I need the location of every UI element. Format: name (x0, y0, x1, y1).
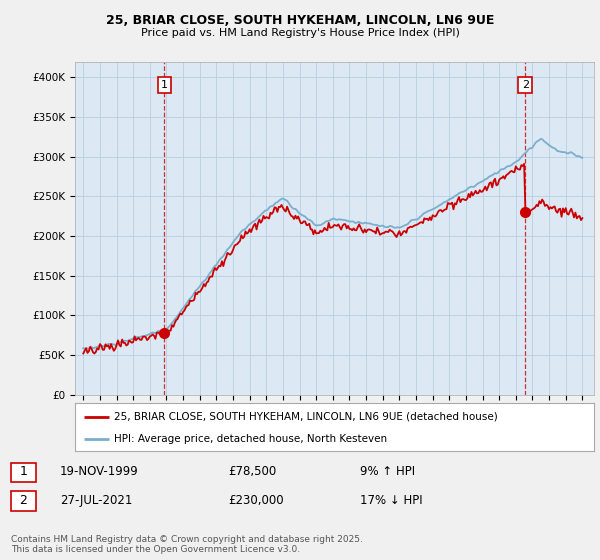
Text: HPI: Average price, detached house, North Kesteven: HPI: Average price, detached house, Nort… (114, 434, 387, 444)
Text: £230,000: £230,000 (228, 493, 284, 507)
Text: 25, BRIAR CLOSE, SOUTH HYKEHAM, LINCOLN, LN6 9UE: 25, BRIAR CLOSE, SOUTH HYKEHAM, LINCOLN,… (106, 14, 494, 27)
Text: 19-NOV-1999: 19-NOV-1999 (60, 465, 139, 478)
Text: 2: 2 (522, 80, 529, 90)
Text: 9% ↑ HPI: 9% ↑ HPI (360, 465, 415, 478)
Text: 27-JUL-2021: 27-JUL-2021 (60, 493, 133, 507)
Text: 1: 1 (161, 80, 168, 90)
Text: Contains HM Land Registry data © Crown copyright and database right 2025.
This d: Contains HM Land Registry data © Crown c… (11, 535, 362, 554)
Text: 25, BRIAR CLOSE, SOUTH HYKEHAM, LINCOLN, LN6 9UE (detached house): 25, BRIAR CLOSE, SOUTH HYKEHAM, LINCOLN,… (114, 412, 497, 422)
Text: Price paid vs. HM Land Registry's House Price Index (HPI): Price paid vs. HM Land Registry's House … (140, 28, 460, 38)
Text: £78,500: £78,500 (228, 465, 276, 478)
Text: 2: 2 (19, 493, 28, 507)
FancyBboxPatch shape (11, 491, 36, 511)
FancyBboxPatch shape (11, 463, 36, 482)
Text: 17% ↓ HPI: 17% ↓ HPI (360, 493, 422, 507)
Text: 1: 1 (19, 465, 28, 478)
